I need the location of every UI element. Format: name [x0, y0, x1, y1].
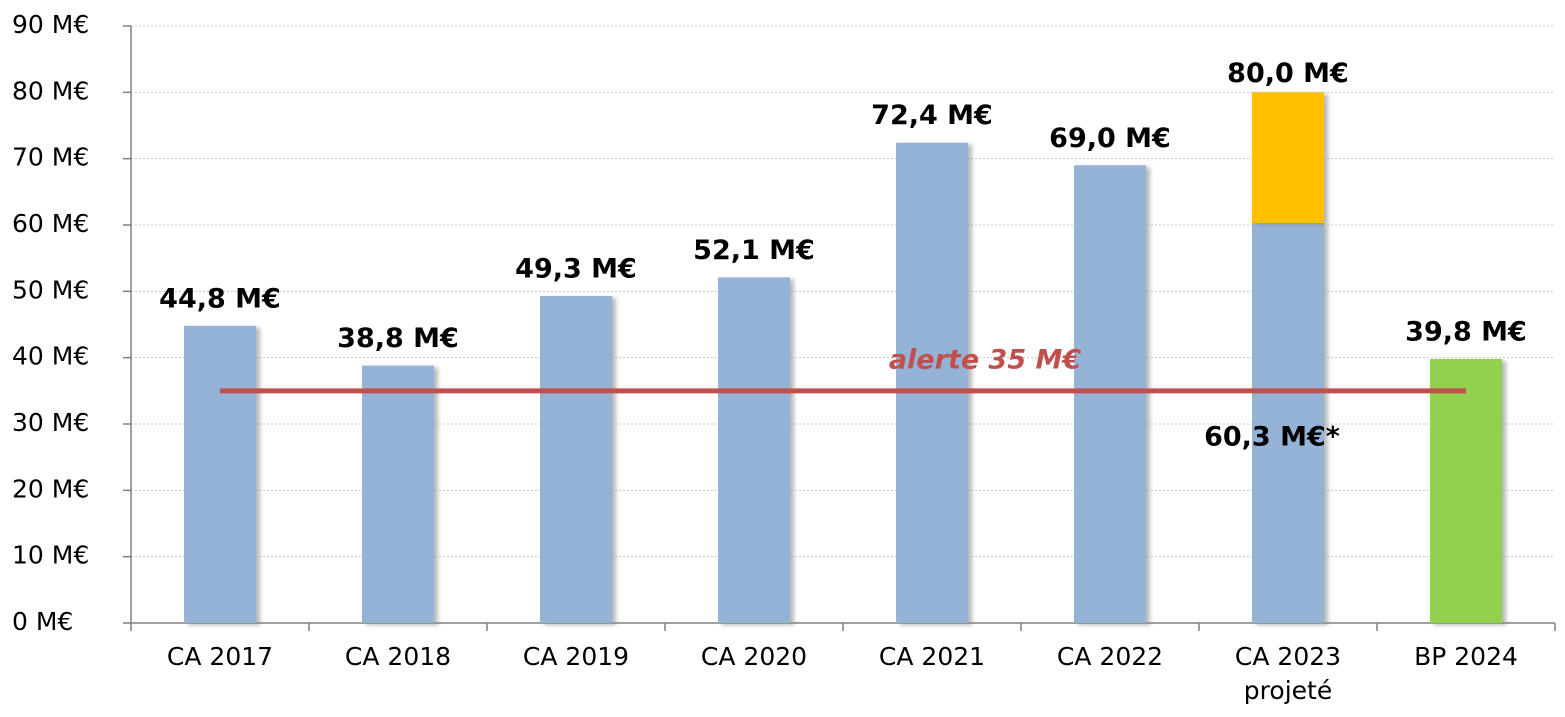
data-label: 44,8 M€	[159, 283, 281, 314]
x-tick-label: CA 2021	[878, 642, 986, 671]
data-label: 49,3 M€	[515, 253, 637, 284]
x-tick-label: CA 2018	[344, 642, 452, 671]
y-tick-label: 60 M€	[12, 209, 89, 238]
y-tick-label: 20 M€	[12, 474, 89, 503]
data-label: 60,3 M€*	[1204, 422, 1340, 453]
y-tick-label: 70 M€	[12, 143, 89, 172]
y-tick-label: 50 M€	[12, 275, 89, 304]
x-tick-label: CA 2017	[166, 642, 274, 671]
x-tick-label: CA 2022	[1056, 642, 1164, 671]
data-label: 39,8 M€	[1405, 316, 1527, 347]
data-label: 72,4 M€	[871, 100, 993, 131]
bar	[362, 365, 434, 623]
bar	[1430, 358, 1502, 623]
y-tick-label: 40 M€	[12, 342, 89, 371]
bar	[896, 142, 968, 623]
data-label: 38,8 M€	[337, 323, 459, 354]
total-label: 80,0 M€	[1227, 58, 1349, 89]
y-tick-label: 90 M€	[12, 10, 89, 39]
y-tick-label: 30 M€	[12, 408, 89, 437]
bar	[184, 325, 256, 623]
y-tick-label: 0 M€	[12, 607, 73, 636]
data-label: 52,1 M€	[693, 235, 815, 266]
bar	[540, 295, 612, 623]
bar	[1252, 92, 1324, 224]
y-tick-label: 10 M€	[12, 541, 89, 570]
bar	[1252, 223, 1324, 623]
x-tick-label: CA 2019	[522, 642, 630, 671]
threshold-label: alerte 35 M€	[889, 344, 1082, 375]
x-tick-label: CA 2020	[700, 642, 808, 671]
bar	[718, 277, 790, 623]
bar	[1074, 165, 1146, 624]
x-tick-label: CA 2023 projeté	[1234, 642, 1342, 705]
y-tick-label: 80 M€	[12, 76, 89, 105]
data-label: 69,0 M€	[1049, 123, 1171, 154]
x-tick-label: BP 2024	[1414, 642, 1518, 671]
